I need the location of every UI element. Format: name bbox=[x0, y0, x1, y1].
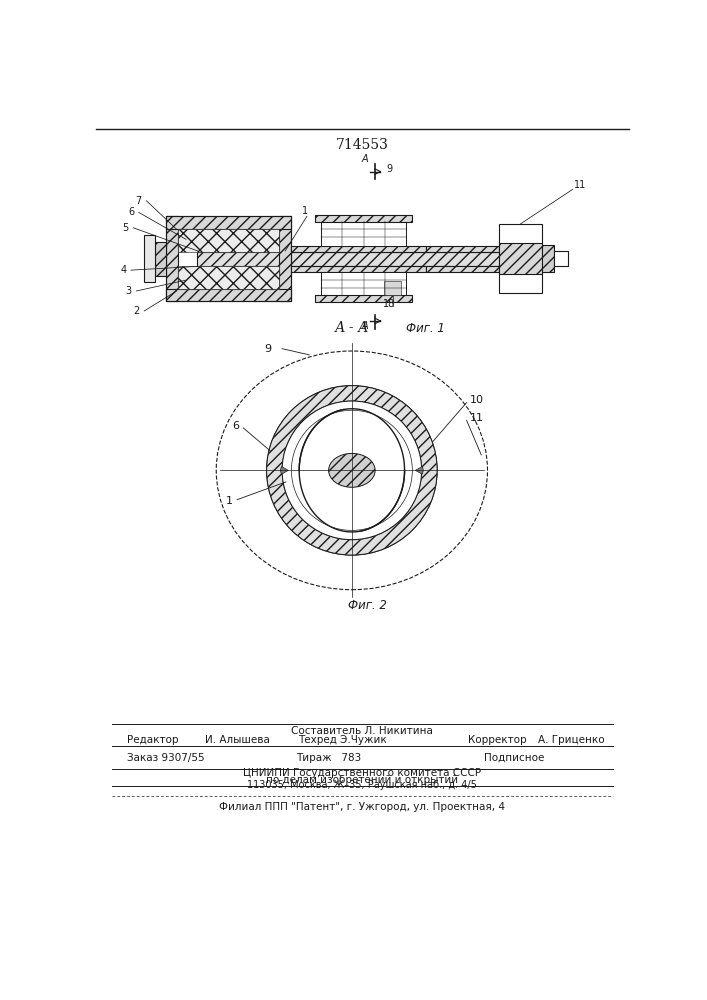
Text: 9: 9 bbox=[386, 164, 392, 174]
Text: 113035, Москва, Ж–35, Раушская наб., д. 4/5: 113035, Москва, Ж–35, Раушская наб., д. … bbox=[247, 780, 477, 790]
Text: 11: 11 bbox=[469, 413, 484, 423]
Bar bbox=[426, 266, 499, 272]
Bar bbox=[321, 221, 406, 246]
Wedge shape bbox=[416, 466, 423, 474]
Text: 11: 11 bbox=[574, 180, 587, 190]
Text: 4: 4 bbox=[120, 265, 127, 275]
Circle shape bbox=[282, 401, 421, 540]
Wedge shape bbox=[281, 466, 288, 474]
Text: Фиг. 2: Фиг. 2 bbox=[348, 599, 387, 612]
Text: 6: 6 bbox=[232, 421, 239, 431]
Text: Филиал ППП "Патент", г. Ужгород, ул. Проектная, 4: Филиал ППП "Патент", г. Ужгород, ул. Про… bbox=[219, 802, 505, 812]
Ellipse shape bbox=[329, 453, 375, 487]
Bar bbox=[542, 245, 554, 272]
Bar bbox=[178, 229, 279, 252]
Bar bbox=[166, 216, 291, 301]
Text: 1: 1 bbox=[303, 206, 308, 216]
Text: 5: 5 bbox=[122, 223, 129, 233]
Text: Подписное: Подписное bbox=[484, 753, 544, 763]
Text: 6: 6 bbox=[128, 207, 134, 217]
Bar bbox=[315, 215, 412, 222]
Bar bbox=[499, 243, 542, 274]
Bar bbox=[554, 251, 568, 266]
Bar bbox=[426, 246, 499, 252]
Text: И. Алышева: И. Алышева bbox=[204, 735, 269, 745]
Wedge shape bbox=[267, 386, 437, 555]
Bar bbox=[385, 281, 402, 295]
Bar bbox=[144, 235, 155, 282]
Text: А: А bbox=[361, 154, 368, 164]
Text: А: А bbox=[361, 321, 368, 331]
Text: 18: 18 bbox=[383, 299, 395, 309]
Text: Техред Э.Чужик: Техред Э.Чужик bbox=[298, 735, 386, 745]
Text: 3: 3 bbox=[126, 286, 132, 296]
Bar bbox=[279, 216, 291, 301]
Text: 9: 9 bbox=[264, 344, 271, 354]
Bar bbox=[166, 216, 291, 229]
Text: А - А: А - А bbox=[334, 321, 369, 335]
Bar bbox=[315, 295, 412, 302]
Text: 2: 2 bbox=[134, 306, 139, 316]
Text: Составитель Л. Никитина: Составитель Л. Никитина bbox=[291, 726, 433, 736]
Text: по делам изобретений и открытий: по делам изобретений и открытий bbox=[266, 775, 458, 785]
Text: Заказ 9307/55: Заказ 9307/55 bbox=[127, 753, 205, 763]
Text: 1: 1 bbox=[226, 496, 233, 506]
Text: Тираж   783: Тираж 783 bbox=[296, 753, 361, 763]
Text: 10: 10 bbox=[469, 395, 484, 405]
Circle shape bbox=[267, 386, 437, 555]
Text: 7: 7 bbox=[136, 196, 142, 206]
Bar bbox=[291, 266, 426, 272]
Text: А. Гриценко: А. Гриценко bbox=[538, 735, 604, 745]
Text: ЦНИИПИ Государственного комитета СССР: ЦНИИПИ Государственного комитета СССР bbox=[243, 768, 481, 778]
Text: Фиг. 1: Фиг. 1 bbox=[406, 322, 445, 335]
Bar bbox=[166, 289, 291, 301]
Bar bbox=[291, 246, 426, 252]
Text: Корректор: Корректор bbox=[468, 735, 527, 745]
Text: 714553: 714553 bbox=[336, 138, 388, 152]
Bar bbox=[178, 266, 279, 289]
Bar bbox=[155, 242, 166, 276]
Bar bbox=[321, 272, 406, 296]
Bar bbox=[166, 216, 178, 301]
Text: Редактор: Редактор bbox=[127, 735, 179, 745]
Bar bbox=[197, 252, 554, 266]
Bar bbox=[499, 224, 542, 293]
